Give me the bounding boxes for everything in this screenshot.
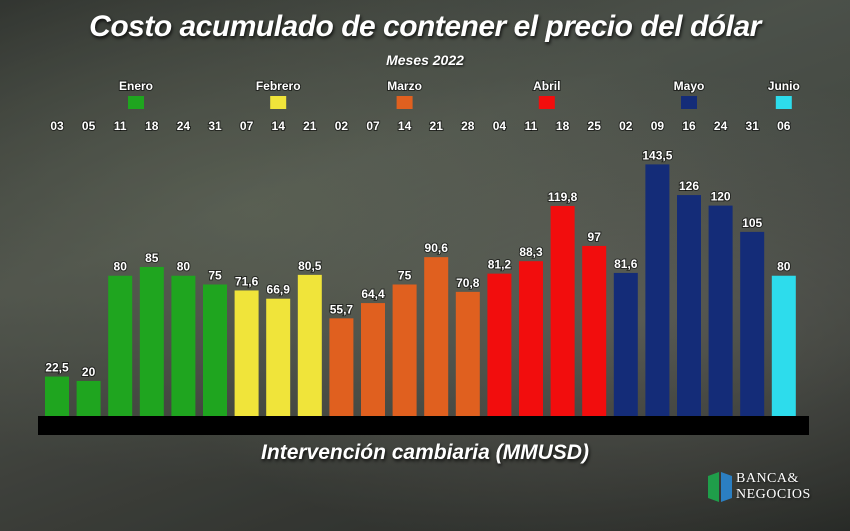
data-label: 66,9 bbox=[267, 283, 291, 297]
x-tick-label: 11 bbox=[114, 119, 127, 133]
bar-enero-18 bbox=[139, 266, 164, 416]
bar-marzo-14 bbox=[392, 284, 417, 416]
data-label: 97 bbox=[588, 230, 602, 244]
data-label: 75 bbox=[208, 269, 222, 283]
legend-swatch-febrero bbox=[270, 96, 287, 109]
bar-marzo-02 bbox=[329, 318, 354, 416]
data-label: 64,4 bbox=[361, 287, 385, 301]
bar-abril-18 bbox=[550, 205, 575, 416]
x-axis-title: Intervención cambiaria (MMUSD) bbox=[261, 441, 589, 464]
bar-marzo-28 bbox=[455, 291, 480, 416]
logo-mark-icon bbox=[708, 472, 732, 502]
x-tick-label: 07 bbox=[366, 119, 380, 133]
data-label: 70,8 bbox=[456, 276, 480, 290]
legend-label-enero: Enero bbox=[119, 79, 153, 93]
bar-junio-06 bbox=[771, 275, 796, 416]
x-tick-label: 28 bbox=[461, 119, 475, 133]
legend-label-febrero: Febrero bbox=[256, 79, 301, 93]
data-label: 105 bbox=[742, 216, 762, 230]
data-label: 81,2 bbox=[488, 258, 512, 272]
bar-abril-11 bbox=[519, 261, 543, 416]
bar-enero-05 bbox=[76, 380, 101, 416]
x-tick-label: 18 bbox=[556, 119, 570, 133]
bar-enero-03 bbox=[45, 376, 69, 416]
x-axis-baseline bbox=[38, 416, 809, 435]
data-label: 120 bbox=[711, 190, 731, 204]
bar-febrero-21 bbox=[297, 274, 322, 416]
x-tick-label: 21 bbox=[303, 119, 317, 133]
bar-febrero-14 bbox=[266, 298, 291, 416]
bar-mayo-16 bbox=[677, 195, 701, 416]
bar-marzo-07 bbox=[361, 303, 385, 416]
data-label: 85 bbox=[145, 251, 159, 265]
banca-negocios-logo: BANCA& NEGOCIOS bbox=[708, 468, 838, 508]
data-label: 71,6 bbox=[235, 274, 259, 288]
x-tick-label: 24 bbox=[714, 119, 728, 133]
data-label: 119,8 bbox=[548, 190, 578, 204]
data-label: 55,7 bbox=[330, 302, 354, 316]
bar-mayo-09 bbox=[645, 164, 670, 416]
legend-label-marzo: Marzo bbox=[387, 79, 422, 93]
data-label: 80,5 bbox=[298, 259, 322, 273]
x-tick-label: 25 bbox=[588, 119, 602, 133]
bar-abril-25 bbox=[582, 245, 607, 416]
bar-febrero-07 bbox=[234, 290, 259, 416]
data-label: 22,5 bbox=[45, 361, 69, 375]
legend-label-abril: Abril bbox=[533, 79, 560, 93]
data-label: 90,6 bbox=[425, 241, 449, 255]
legend-swatch-enero bbox=[128, 96, 144, 109]
bar-enero-24 bbox=[171, 275, 196, 416]
data-label: 143,5 bbox=[642, 148, 672, 162]
bar-enero-11 bbox=[108, 275, 133, 416]
x-tick-label: 24 bbox=[177, 119, 191, 133]
x-tick-label: 06 bbox=[777, 119, 791, 133]
bar-mayo-24 bbox=[708, 205, 733, 416]
legend-label-junio: Junio bbox=[768, 79, 800, 93]
x-tick-label: 18 bbox=[145, 119, 159, 133]
legend-label-mayo: Mayo bbox=[674, 79, 705, 93]
data-label: 80 bbox=[114, 260, 128, 274]
x-tick-label: 14 bbox=[398, 119, 412, 133]
x-tick-label: 02 bbox=[619, 119, 633, 133]
x-tick-label: 31 bbox=[208, 119, 222, 133]
bar-abril-04 bbox=[487, 273, 512, 416]
legend-swatch-junio bbox=[775, 96, 792, 109]
data-label: 20 bbox=[82, 365, 96, 379]
data-label: 80 bbox=[777, 260, 791, 274]
x-tick-label: 05 bbox=[82, 119, 96, 133]
bar-mayo-31 bbox=[740, 231, 765, 416]
x-tick-label: 14 bbox=[272, 119, 286, 133]
x-tick-label: 02 bbox=[335, 119, 349, 133]
x-tick-label: 04 bbox=[493, 119, 507, 133]
bar-enero-31 bbox=[203, 284, 227, 416]
x-tick-label: 09 bbox=[651, 119, 665, 133]
data-label: 88,3 bbox=[519, 245, 543, 259]
data-label: 80 bbox=[177, 260, 191, 274]
x-tick-label: 03 bbox=[50, 119, 64, 133]
x-tick-label: 21 bbox=[430, 119, 444, 133]
bar-mayo-02 bbox=[613, 272, 638, 416]
legend-swatch-marzo bbox=[396, 96, 413, 109]
legend-swatch-mayo bbox=[681, 96, 697, 109]
legend-swatch-abril bbox=[538, 96, 555, 109]
x-tick-label: 07 bbox=[240, 119, 254, 133]
x-tick-label: 16 bbox=[682, 119, 696, 133]
chart-subtitle: Meses 2022 bbox=[386, 52, 464, 68]
x-tick-label: 31 bbox=[746, 119, 760, 133]
logo-text-line1: BANCA& bbox=[736, 471, 799, 486]
chart-title: Costo acumulado de contener el precio de… bbox=[89, 10, 761, 43]
data-label: 75 bbox=[398, 269, 412, 283]
logo-text-line2: NEGOCIOS bbox=[736, 487, 811, 502]
x-tick-label: 11 bbox=[525, 119, 538, 133]
data-label: 81,6 bbox=[614, 257, 638, 271]
data-label: 126 bbox=[679, 179, 699, 193]
bar-marzo-21 bbox=[424, 257, 449, 416]
